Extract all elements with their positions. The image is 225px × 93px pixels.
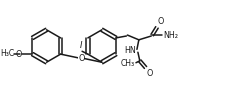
Text: O: O	[158, 17, 164, 26]
Text: O: O	[146, 69, 153, 78]
Text: CH₃: CH₃	[121, 59, 135, 68]
Text: NH₂: NH₂	[164, 31, 179, 40]
Text: HN: HN	[124, 46, 136, 55]
Text: O: O	[15, 50, 22, 59]
Text: O: O	[78, 54, 84, 63]
Text: I: I	[80, 41, 82, 50]
Text: H₃C: H₃C	[0, 49, 14, 58]
